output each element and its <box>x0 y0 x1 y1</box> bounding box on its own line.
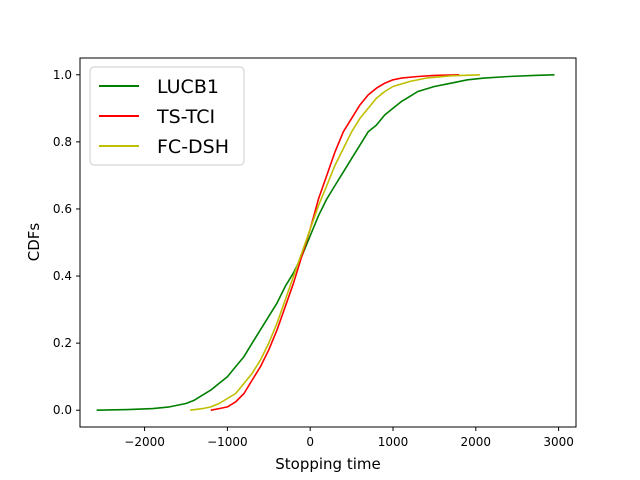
y-tick-label: 0.8 <box>53 135 72 149</box>
x-axis-ticks: −2000 −1000 0 1000 2000 3000 <box>124 427 574 449</box>
series-line-fc-dsh <box>189 74 480 411</box>
plot-frame <box>79 57 577 428</box>
x-tick-label: 3000 <box>543 435 574 449</box>
x-tick-label: −2000 <box>124 435 165 449</box>
y-tick-label: 1.0 <box>53 68 72 82</box>
y-tick-label: 0.4 <box>53 269 72 283</box>
y-tick-label: 0.0 <box>53 403 72 417</box>
x-axis-label: Stopping time <box>275 455 380 473</box>
legend-label-fc-dsh: FC-DSH <box>157 136 229 158</box>
series-layer <box>96 74 555 411</box>
x-tick-label: −1000 <box>207 435 248 449</box>
x-tick-label: 0 <box>306 435 314 449</box>
legend: LUCB1 TS-TCI FC-DSH <box>89 66 245 166</box>
y-axis-ticks: 0.0 0.2 0.4 0.6 0.8 1.0 <box>53 68 80 417</box>
legend-entry-fc-dsh: FC-DSH <box>99 136 229 158</box>
y-tick-label: 0.2 <box>53 336 72 350</box>
series-line-ts-tci <box>210 74 460 411</box>
legend-label-ts-tci: TS-TCI <box>156 106 215 128</box>
x-tick-label: 2000 <box>461 435 492 449</box>
y-axis-label: CDFs <box>25 223 43 262</box>
legend-entry-ts-tci: TS-TCI <box>99 106 215 128</box>
legend-label-lucb1: LUCB1 <box>157 76 219 98</box>
x-tick-label: 1000 <box>378 435 409 449</box>
series-line-lucb1 <box>96 74 555 411</box>
y-tick-label: 0.6 <box>53 202 72 216</box>
axes-layer <box>79 57 577 428</box>
legend-box <box>89 66 245 166</box>
legend-entry-lucb1: LUCB1 <box>99 76 219 98</box>
